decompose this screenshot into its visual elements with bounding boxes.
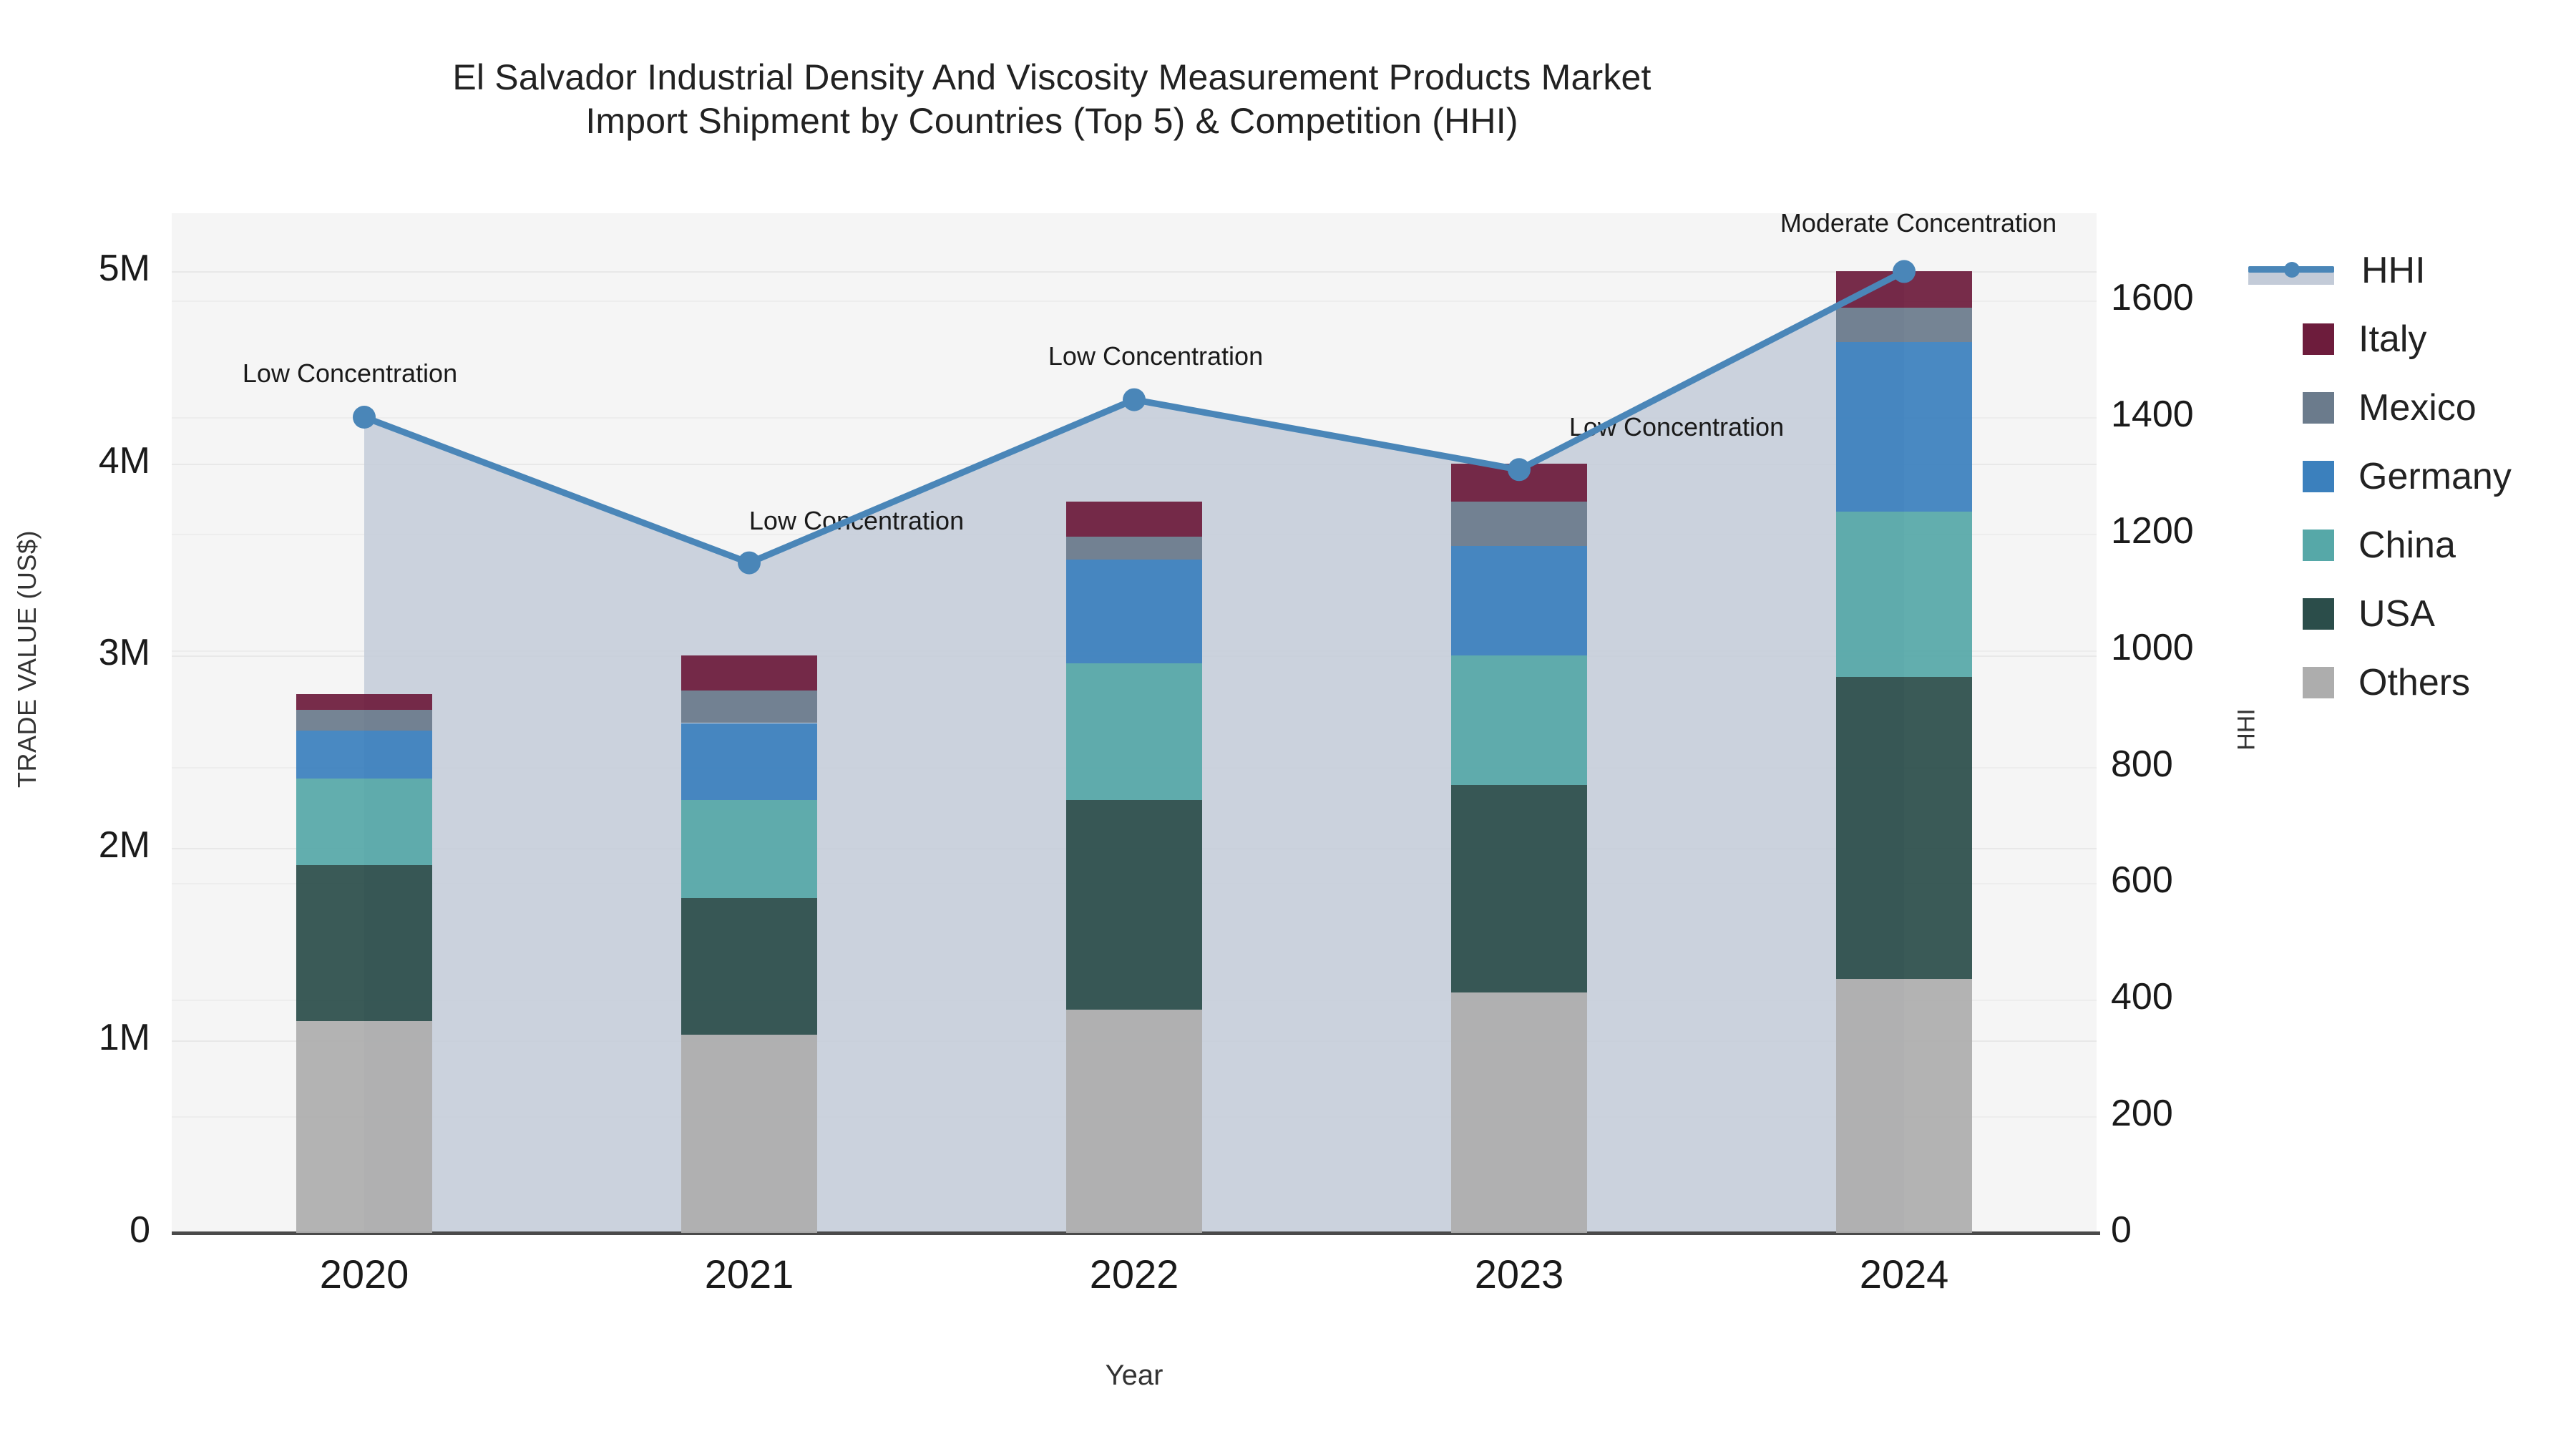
chart-title: El Salvador Industrial Density And Visco… — [0, 56, 2104, 143]
bar-segment[interactable] — [1066, 663, 1202, 801]
legend-swatch — [2303, 530, 2334, 561]
y-axis-left-tick: 5M — [98, 247, 150, 289]
legend-item[interactable]: Italy — [2275, 305, 2576, 374]
bar-segment[interactable] — [1451, 784, 1587, 992]
legend-swatch — [2303, 323, 2334, 355]
y-axis-right-title: HHI — [2233, 708, 2260, 751]
bar-segment[interactable] — [681, 800, 817, 899]
bar-segment[interactable] — [296, 1021, 432, 1233]
x-axis-tick: 2021 — [704, 1252, 794, 1297]
legend-swatch — [2303, 598, 2334, 630]
bar-segment[interactable] — [296, 779, 432, 866]
x-axis-tick: 2022 — [1089, 1252, 1179, 1297]
x-axis-tick: 2020 — [319, 1252, 409, 1297]
legend-label: Germany — [2358, 456, 2512, 497]
bar-segment[interactable] — [296, 709, 432, 731]
y-axis-left-tick: 2M — [98, 824, 150, 867]
y-axis-right-tick: 1000 — [2111, 626, 2194, 668]
hhi-annotation: Low Concentration — [242, 358, 458, 388]
legend-item[interactable]: Mexico — [2275, 374, 2576, 442]
gridline — [172, 463, 2097, 465]
y-axis-right-tick: 1400 — [2111, 394, 2194, 435]
legend-label: USA — [2358, 593, 2435, 635]
x-axis-tick: 2024 — [1859, 1252, 1949, 1297]
hhi-dot-swatch — [2284, 262, 2300, 278]
legend-item[interactable]: USA — [2275, 580, 2576, 648]
bar-segment[interactable] — [1066, 800, 1202, 1010]
bar-segment[interactable] — [681, 898, 817, 1035]
y-axis-left-tick: 0 — [130, 1209, 150, 1251]
x-axis-title: Year — [1105, 1360, 1163, 1391]
y-axis-right-tick: 200 — [2111, 1093, 2173, 1135]
bar-segment[interactable] — [681, 690, 817, 723]
y-axis-left-tick: 3M — [98, 632, 150, 674]
chart-title-line2: Import Shipment by Countries (Top 5) & C… — [585, 101, 1518, 141]
y-axis-left-tick: 4M — [98, 439, 150, 482]
bar-segment[interactable] — [1836, 307, 1972, 343]
legend-swatch — [2303, 392, 2334, 424]
bar-segment[interactable] — [296, 694, 432, 710]
bar-segment[interactable] — [1836, 342, 1972, 512]
bar-segment[interactable] — [1451, 502, 1587, 547]
bar-segment[interactable] — [1066, 559, 1202, 664]
hhi-annotation: Low Concentration — [1048, 341, 1264, 371]
y-axis-left-tick: 1M — [98, 1017, 150, 1059]
y-axis-right-tick: 800 — [2111, 743, 2173, 785]
legend-item[interactable]: HHI — [2248, 236, 2576, 305]
legend-label: HHI — [2361, 250, 2426, 291]
hhi-annotation: Moderate Concentration — [1780, 208, 2057, 238]
legend-swatch — [2303, 667, 2334, 698]
legend-swatch — [2303, 461, 2334, 492]
bar-segment[interactable] — [1066, 502, 1202, 537]
legend-label: Italy — [2358, 318, 2427, 360]
bar-segment[interactable] — [296, 731, 432, 779]
legend-item[interactable]: Others — [2275, 648, 2576, 717]
legend-label: Mexico — [2358, 387, 2477, 429]
x-axis-line — [172, 1231, 2100, 1235]
bar-segment[interactable] — [1066, 1010, 1202, 1233]
y-axis-right-tick: 600 — [2111, 859, 2173, 902]
bar-segment[interactable] — [1451, 463, 1587, 502]
bar-segment[interactable] — [296, 865, 432, 1022]
x-axis-tick: 2023 — [1474, 1252, 1564, 1297]
gridline — [172, 270, 2097, 273]
y-axis-right-tick: 400 — [2111, 976, 2173, 1018]
y-axis-right-tick: 1600 — [2111, 277, 2194, 319]
hhi-annotation: Low Concentration — [748, 505, 965, 535]
legend-item[interactable]: China — [2275, 511, 2576, 580]
bar-segment[interactable] — [1451, 992, 1587, 1233]
bar-segment[interactable] — [681, 1035, 817, 1233]
bar-segment[interactable] — [681, 723, 817, 801]
hhi-line-swatch — [2248, 255, 2334, 286]
hhi-annotation: Low Concentration — [1568, 412, 1785, 442]
y-axis-right-tick: 1200 — [2111, 509, 2194, 552]
bar-segment[interactable] — [1836, 270, 1972, 308]
chart-legend: HHI Italy Mexico Germany China USA Others — [2248, 236, 2576, 717]
bar-segment[interactable] — [1066, 536, 1202, 560]
legend-label: China — [2358, 525, 2456, 566]
chart-title-line1: El Salvador Industrial Density And Visco… — [452, 57, 1652, 97]
bar-segment[interactable] — [681, 655, 817, 691]
y-axis-right-tick: 0 — [2111, 1209, 2132, 1251]
y-axis-left-title: TRADE VALUE (US$) — [12, 530, 42, 788]
legend-label: Others — [2358, 662, 2471, 703]
legend-item[interactable]: Germany — [2275, 442, 2576, 511]
bar-segment[interactable] — [1451, 546, 1587, 656]
bar-segment[interactable] — [1836, 979, 1972, 1233]
bar-segment[interactable] — [1836, 511, 1972, 677]
gridline — [172, 301, 2097, 303]
bar-segment[interactable] — [1451, 655, 1587, 785]
bar-segment[interactable] — [1836, 676, 1972, 980]
